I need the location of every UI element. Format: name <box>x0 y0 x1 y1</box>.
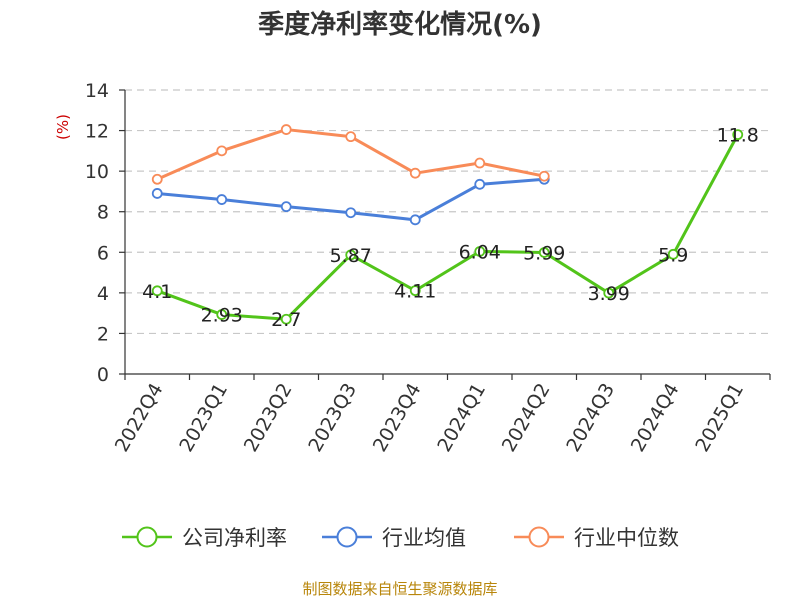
data-label: 6.04 <box>459 241 501 263</box>
data-point <box>603 287 615 299</box>
x-tick-label: 2024Q4 <box>627 380 684 456</box>
y-tick-label: 10 <box>85 161 109 183</box>
axes <box>119 89 771 380</box>
data-point <box>280 124 292 135</box>
data-point <box>474 178 486 190</box>
data-point <box>280 201 292 213</box>
data-point <box>216 194 228 205</box>
y-axis-ticks: 0 2 4 6 8 10 12 14 <box>85 80 109 386</box>
data-label: 3.99 <box>588 283 630 305</box>
x-tick-label: 2024Q2 <box>498 380 555 456</box>
data-point <box>151 188 163 199</box>
x-tick-label: 2024Q3 <box>562 380 619 456</box>
x-tick-label: 2023Q3 <box>304 380 361 456</box>
data-label: 4.1 <box>142 281 172 303</box>
legend-label: 公司净利率 <box>182 526 287 550</box>
data-labels: 4.1 2.93 2.7 5.87 4.11 6.04 5.99 3.99 5.9 11.8 <box>142 125 759 332</box>
data-point <box>345 207 357 219</box>
data-point <box>216 309 228 320</box>
data-label: 5.99 <box>523 242 565 264</box>
data-point <box>280 313 292 325</box>
data-point <box>474 157 486 169</box>
x-axis-ticks: 2022Q4 2023Q1 2023Q2 2023Q3 2023Q4 2024Q1 2024… <box>111 380 748 456</box>
series-lines <box>151 124 744 325</box>
data-point <box>409 214 421 226</box>
data-label: 2.7 <box>271 309 301 331</box>
legend: 公司净利率 行业均值 行业中位数 <box>122 526 679 550</box>
data-point <box>409 285 421 297</box>
y-tick-label: 4 <box>97 283 109 305</box>
x-tick-label: 2023Q1 <box>175 380 232 456</box>
y-tick-label: 14 <box>85 80 109 102</box>
data-label: 5.87 <box>330 245 372 267</box>
series-line <box>156 133 740 321</box>
data-point <box>151 285 163 297</box>
data-point <box>538 247 550 258</box>
legend-swatch-marker <box>528 526 550 548</box>
chart-title: 季度净利率变化情况(%) <box>258 10 542 40</box>
x-tick-label: 2023Q4 <box>369 380 426 456</box>
data-label: 5.9 <box>658 244 688 266</box>
x-tick-label: 2022Q4 <box>111 380 168 456</box>
data-point <box>732 129 744 141</box>
y-tick-label: 6 <box>97 242 109 264</box>
data-point <box>345 249 357 261</box>
data-point <box>474 246 486 257</box>
legend-label: 行业均值 <box>382 526 466 550</box>
data-point <box>409 167 421 179</box>
legend-swatch-marker <box>336 526 358 548</box>
data-label: 11.8 <box>717 125 759 147</box>
y-tick-label: 12 <box>85 121 109 143</box>
y-tick-label: 8 <box>97 202 109 224</box>
y-axis-unit-label: (%) <box>54 114 72 140</box>
data-label: 2.93 <box>201 305 243 327</box>
y-tick-label: 2 <box>97 323 109 345</box>
data-label: 4.11 <box>394 281 436 303</box>
data-point <box>345 131 357 143</box>
x-tick-label: 2023Q2 <box>240 380 297 456</box>
legend-swatch-marker <box>136 526 158 548</box>
y-tick-label: 0 <box>97 364 109 386</box>
data-point <box>216 145 228 157</box>
data-point <box>151 173 163 185</box>
x-tick-label: 2024Q1 <box>433 380 490 456</box>
data-point <box>667 248 679 260</box>
legend-label: 行业中位数 <box>574 526 679 550</box>
grid-lines <box>125 89 770 335</box>
x-tick-label: 2025Q1 <box>691 380 748 456</box>
data-point <box>538 170 550 182</box>
data-source-note: 制图数据来自恒生聚源数据库 <box>302 580 498 598</box>
